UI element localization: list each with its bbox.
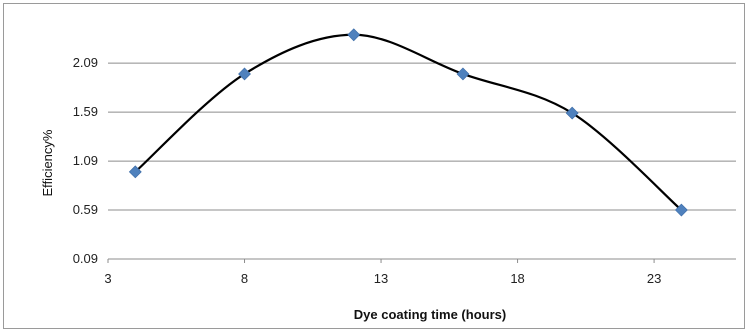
data-point-marker [674,203,688,217]
y-tick-label: 1.09 [73,153,98,168]
x-tick-label: 13 [374,271,388,286]
data-points [128,28,688,217]
x-axis-label: Dye coating time (hours) [354,307,506,322]
x-tick-label: 8 [241,271,248,286]
x-tick-label: 23 [647,271,661,286]
grid-lines [108,62,736,211]
x-tick-label: 18 [510,271,524,286]
y-tick-label: 0.09 [73,251,98,266]
y-tick-labels: 0.09 0.59 1.09 1.59 2.09 [73,55,98,266]
data-point-marker [565,106,579,120]
data-point-marker [347,28,361,42]
data-point-marker [128,165,142,179]
efficiency-line [134,33,683,211]
data-point-marker [456,67,470,81]
data-point-marker [238,67,251,81]
y-tick-label: 2.09 [73,55,98,70]
x-tick-label: 3 [104,271,111,286]
y-axis-label: Efficiency% [40,129,55,196]
x-tick-labels: 3 8 13 18 23 [104,271,661,286]
chart-frame [3,3,745,329]
y-tick-label: 1.59 [73,104,98,119]
y-tick-label: 0.59 [73,202,98,217]
axes [107,258,736,263]
